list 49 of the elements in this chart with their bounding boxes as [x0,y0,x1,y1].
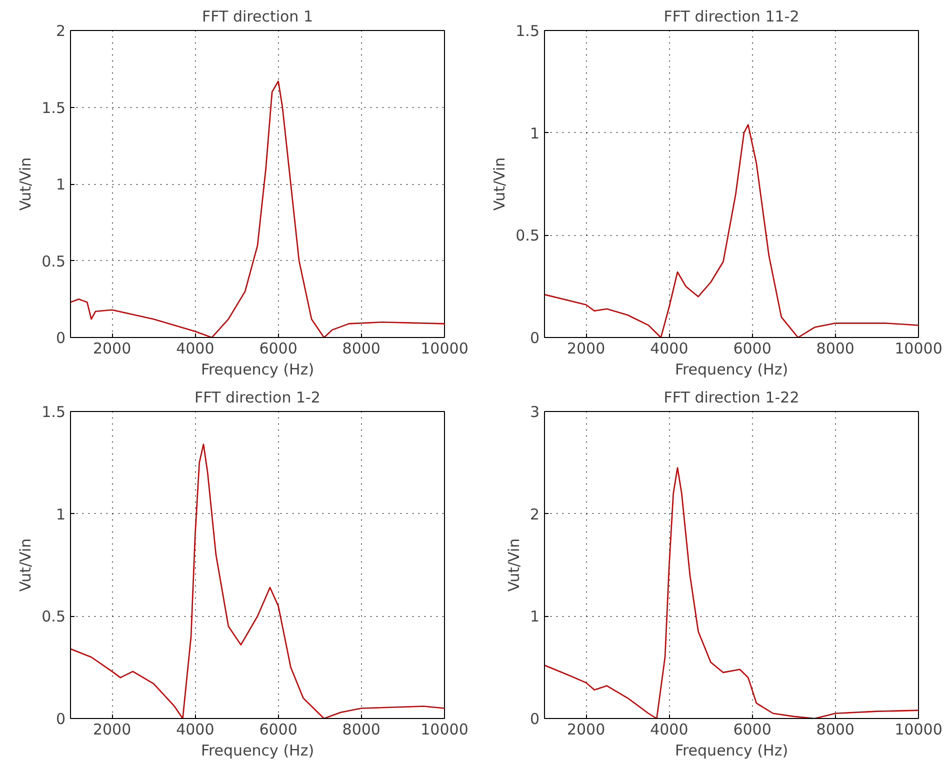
x-axis-title: Frequency (Hz) [200,360,314,378]
y-tick-label: 2 [530,505,540,524]
x-tick-label: 10000 [420,720,468,738]
x-tick-label: 6000 [259,720,298,738]
y-tick-label: 1 [530,608,540,626]
y-tick-label: 2 [56,22,66,40]
x-tick-label: 6000 [259,340,298,358]
y-tick-label: 0 [56,329,66,347]
x-tick-label: 6000 [733,720,772,738]
y-axis-title: Vut/Vin [490,157,509,211]
x-tick-label: 8000 [816,340,854,358]
y-tick-label: 3 [530,403,540,421]
x-axis-title: Frequency (Hz) [200,742,314,760]
x-tick-label: 2000 [566,340,606,358]
y-tick-label: 1.5 [516,22,540,40]
y-axis-title: Vut/Vin [504,538,523,592]
x-tick-label: 4000 [650,340,688,358]
y-tick-label: 0.5 [42,608,66,626]
x-tick-label: 10000 [894,720,942,738]
x-tick-label: 2000 [92,340,132,358]
x-tick-label: 8000 [342,340,380,358]
x-tick-label: 8000 [816,720,854,738]
chart-title: FFT direction 1 [202,8,313,26]
x-tick-label: 4000 [176,720,214,738]
y-tick-label: 0 [530,329,540,347]
x-axis-title: Frequency (Hz) [674,742,788,760]
y-tick-label: 0 [56,710,66,728]
y-tick-label: 1.5 [42,403,66,421]
x-tick-label: 10000 [894,340,942,358]
y-tick-label: 0.5 [516,226,540,245]
y-axis-title: Vut/Vin [16,157,35,211]
y-tick-label: 1 [56,176,66,194]
y-axis-title: Vut/Vin [16,538,35,592]
y-tick-label: 1 [530,124,540,142]
chart-title: FFT direction 1-22 [664,388,800,406]
x-tick-label: 4000 [176,340,214,358]
y-tick-label: 1.5 [42,98,66,117]
x-tick-label: 4000 [650,720,688,738]
x-tick-label: 8000 [342,720,380,738]
y-tick-label: 0.5 [42,252,66,270]
y-tick-label: 1 [56,505,66,524]
x-axis-title: Frequency (Hz) [674,360,788,378]
chart-title: FFT direction 1-2 [194,388,320,406]
x-tick-label: 10000 [420,340,468,358]
x-tick-label: 2000 [92,720,132,738]
x-tick-label: 2000 [566,720,606,738]
y-tick-label: 0 [530,710,540,728]
chart-title: FFT direction 11-2 [664,8,800,26]
x-tick-label: 6000 [733,340,772,358]
